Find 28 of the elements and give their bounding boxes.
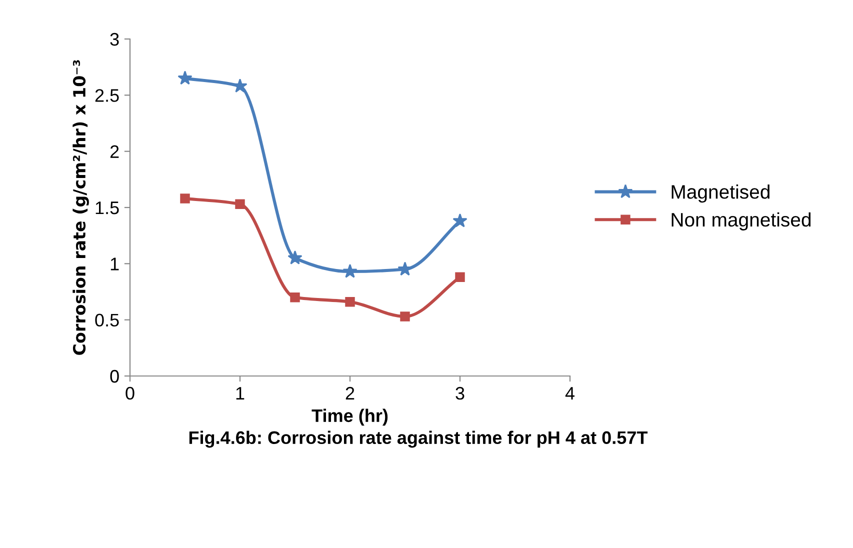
point	[400, 312, 410, 322]
y-tick-label: 0.5	[95, 314, 119, 327]
caption: Fig.4.6b: Corrosion rate against time for pH 4 at 0.57T	[189, 430, 648, 448]
point	[235, 199, 245, 209]
point	[455, 272, 465, 282]
x-tick-label: 1	[236, 387, 244, 400]
point	[180, 194, 190, 204]
point	[290, 292, 300, 302]
legend-label: Magnetised	[672, 184, 770, 203]
y-axis-title: Corrosion rate (g/cm²/hr) x 10⁻³	[72, 60, 89, 355]
point	[342, 264, 358, 278]
x-axis-title: Time (hr)	[312, 408, 388, 426]
point	[345, 297, 355, 307]
legend-label: Non magnetised	[672, 212, 811, 230]
point	[288, 250, 302, 264]
y-tick-label: 2	[110, 145, 119, 158]
x-tick-label: 2	[346, 386, 354, 400]
x-tick-label: 0	[126, 386, 134, 400]
point	[452, 213, 468, 228]
y-tick-label: 3	[110, 32, 119, 46]
y-tick-label: 2.5	[95, 89, 119, 102]
y-tick-label: 0	[110, 370, 119, 383]
y-tick-label: 1	[110, 258, 119, 270]
y-tick-label: 1.5	[96, 202, 119, 214]
x-tick-label: 4	[565, 387, 574, 400]
point	[178, 70, 192, 85]
point	[232, 78, 248, 92]
x-tick-label: 3	[456, 386, 464, 400]
